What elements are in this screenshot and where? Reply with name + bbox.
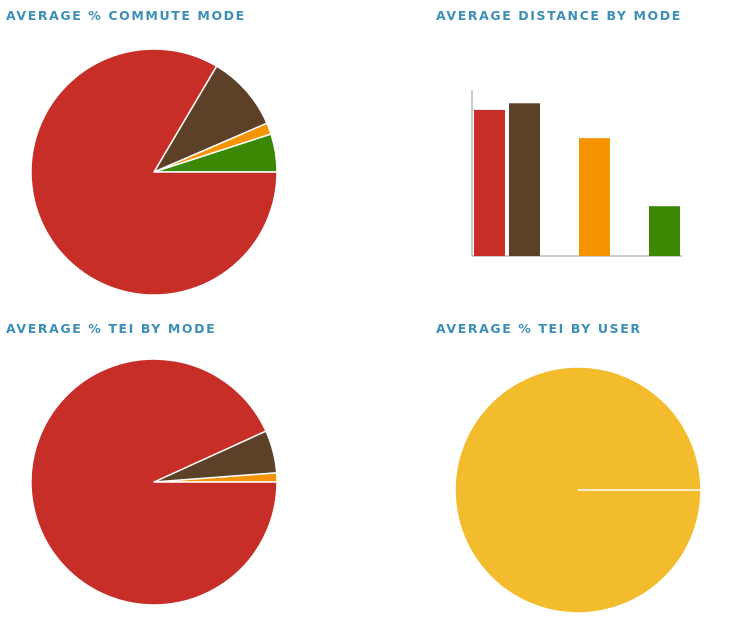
distance-by-mode-bar-3[interactable]: [649, 206, 680, 256]
distance-by-mode-bar-2[interactable]: [579, 138, 610, 256]
commute-mode-slice-2[interactable]: [153, 65, 268, 173]
distance-by-mode-bar-1[interactable]: [509, 103, 540, 256]
distance-by-mode-title: AVERAGE DISTANCE BY MODE: [436, 8, 682, 23]
distance-by-mode-bar-0[interactable]: [474, 109, 505, 256]
tei-by-user-title: AVERAGE % TEI BY USER: [436, 321, 642, 336]
tei-by-mode-title: AVERAGE % TEI BY MODE: [6, 321, 217, 336]
distance-by-mode-bar-chart: [471, 90, 682, 257]
commute-mode-pie-chart: [30, 48, 278, 296]
commute-mode-slice-3[interactable]: [30, 48, 278, 296]
tei-by-mode-pie-chart: [30, 358, 278, 606]
tei-by-mode-slice-2[interactable]: [30, 358, 278, 606]
commute-mode-title: AVERAGE % COMMUTE MODE: [6, 8, 246, 23]
tei-by-user-pie-chart: [454, 366, 702, 614]
